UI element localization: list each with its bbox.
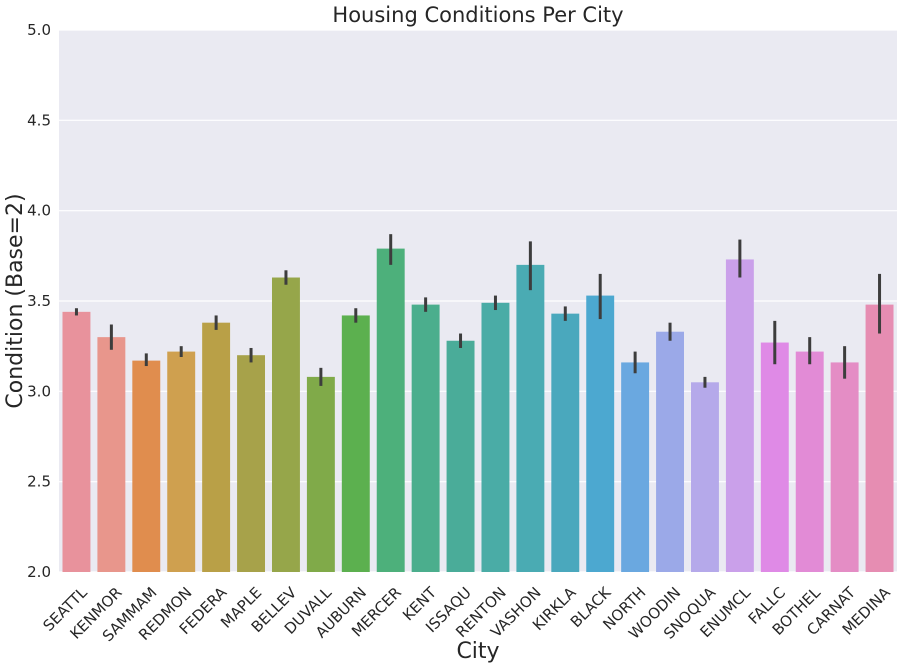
x-axis-label: City	[456, 639, 499, 664]
bar-issaqu	[446, 340, 475, 572]
bar-woodin	[656, 331, 685, 572]
bar-federa	[202, 322, 231, 572]
bar-black	[586, 295, 615, 572]
bar-auburn	[341, 315, 370, 572]
bar-redmon	[167, 351, 196, 572]
grid-lines	[59, 29, 897, 573]
bar-medina	[865, 304, 894, 572]
bar-kenmor	[97, 337, 126, 572]
y-tick-label: 5.0	[27, 21, 51, 39]
y-tick-label: 2.0	[27, 563, 51, 581]
y-tick-label: 4.5	[27, 111, 51, 129]
bar-sammam	[132, 360, 161, 572]
bar-fallc	[760, 342, 789, 572]
bar-renton	[481, 302, 510, 572]
bar-mercer	[376, 248, 405, 572]
bar-bothel	[795, 351, 824, 572]
bar-kent	[411, 304, 440, 572]
bar-enumcl	[725, 259, 754, 572]
bar-snoqua	[690, 382, 719, 572]
bar-maple	[237, 355, 266, 572]
y-axis-label: Condition (Base=2)	[3, 193, 28, 408]
bar-north	[621, 362, 650, 572]
y-tick-label: 4.0	[27, 202, 51, 220]
bar-kirkla	[551, 313, 580, 572]
error-bars	[74, 234, 882, 388]
y-tick-label: 3.0	[27, 382, 51, 400]
bar-vashon	[516, 264, 545, 572]
bars	[62, 248, 894, 572]
bar-seattl	[62, 311, 91, 572]
bar-carnat	[830, 362, 859, 572]
y-tick-label: 2.5	[27, 473, 51, 491]
bar-duvall	[306, 376, 335, 572]
y-tick-label: 3.5	[27, 292, 51, 310]
bar-bellev	[271, 277, 300, 572]
chart-title: Housing Conditions Per City	[332, 3, 623, 27]
